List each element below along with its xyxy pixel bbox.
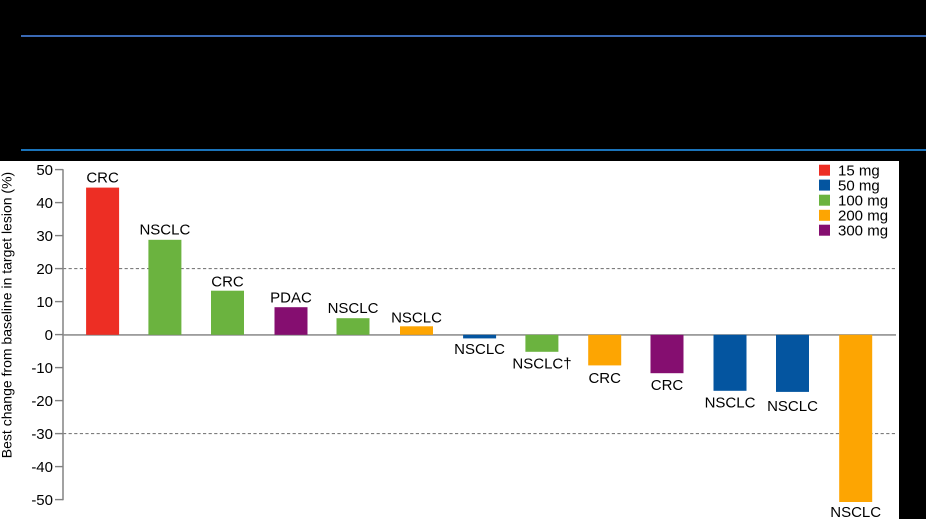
svg-text:CRC: CRC: [588, 370, 621, 387]
svg-text:30: 30: [36, 228, 53, 245]
svg-text:NSCLC: NSCLC: [328, 300, 379, 317]
svg-text:-40: -40: [31, 459, 53, 476]
svg-text:Best change from baseline in t: Best change from baseline in target lesi…: [0, 172, 15, 458]
svg-text:CRC: CRC: [651, 377, 684, 394]
svg-text:-10: -10: [31, 360, 53, 377]
svg-text:200 mg: 200 mg: [838, 208, 888, 225]
svg-text:50 mg: 50 mg: [838, 177, 880, 194]
svg-text:50: 50: [36, 162, 53, 179]
svg-text:0: 0: [45, 327, 53, 344]
svg-text:100 mg: 100 mg: [838, 193, 888, 210]
svg-text:15 mg: 15 mg: [838, 163, 880, 180]
svg-text:NSCLC: NSCLC: [705, 394, 756, 411]
svg-text:NSCLC: NSCLC: [454, 341, 505, 358]
svg-text:CRC: CRC: [211, 273, 244, 290]
svg-text:NSCLC†: NSCLC†: [512, 355, 571, 372]
svg-text:CRC: CRC: [86, 169, 119, 186]
svg-text:-30: -30: [31, 426, 53, 443]
svg-text:-20: -20: [31, 393, 53, 410]
svg-text:PDAC: PDAC: [270, 289, 312, 306]
svg-text:40: 40: [36, 195, 53, 212]
svg-text:NSCLC: NSCLC: [391, 309, 442, 326]
svg-text:NSCLC: NSCLC: [139, 222, 190, 239]
svg-text:NSCLC: NSCLC: [767, 398, 818, 415]
svg-text:20: 20: [36, 261, 53, 278]
svg-text:10: 10: [36, 294, 53, 311]
svg-text:300 mg: 300 mg: [838, 223, 888, 240]
svg-text:-50: -50: [31, 492, 53, 509]
svg-text:NSCLC: NSCLC: [830, 504, 881, 519]
